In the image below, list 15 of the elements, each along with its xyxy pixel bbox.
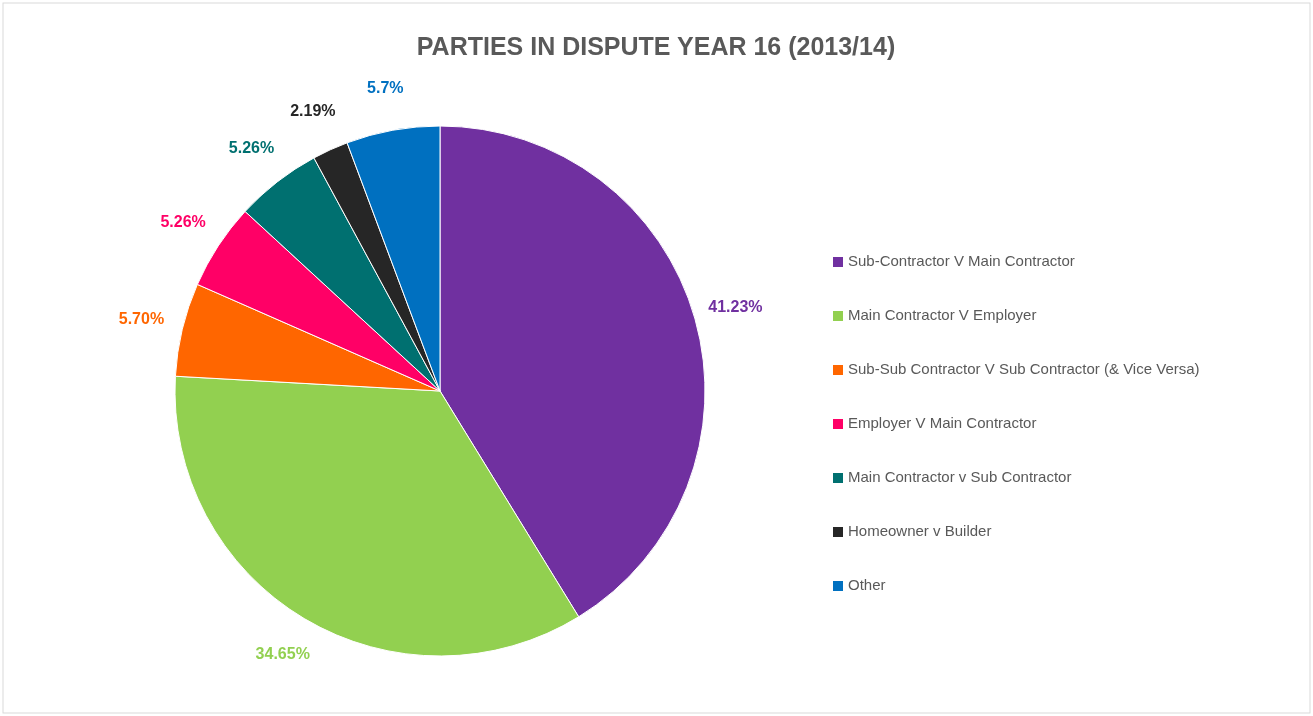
legend-label: Homeowner v Builder (848, 521, 992, 539)
data-label: 34.65% (255, 644, 310, 662)
legend-label: Employer V Main Contractor (848, 413, 1037, 431)
data-label: 5.26% (160, 213, 206, 231)
legend-label: Main Contractor v Sub Contractor (848, 467, 1072, 485)
legend-label: Main Contractor V Employer (848, 305, 1037, 323)
legend-label: Other (848, 575, 886, 593)
data-label: 41.23% (708, 297, 763, 315)
data-label: 5.26% (228, 138, 275, 156)
data-label: 2.19% (290, 101, 336, 119)
legend-label: Sub-Contractor V Main Contractor (848, 251, 1075, 269)
legend-label: Sub-Sub Contractor V Sub Contractor (& Vice Versa) (848, 359, 1200, 377)
data-label: 5.7% (367, 79, 404, 97)
data-label: 5.70% (118, 309, 165, 327)
chart-title: PARTIES IN DISPUTE YEAR 16 (2013/14) (416, 32, 896, 60)
